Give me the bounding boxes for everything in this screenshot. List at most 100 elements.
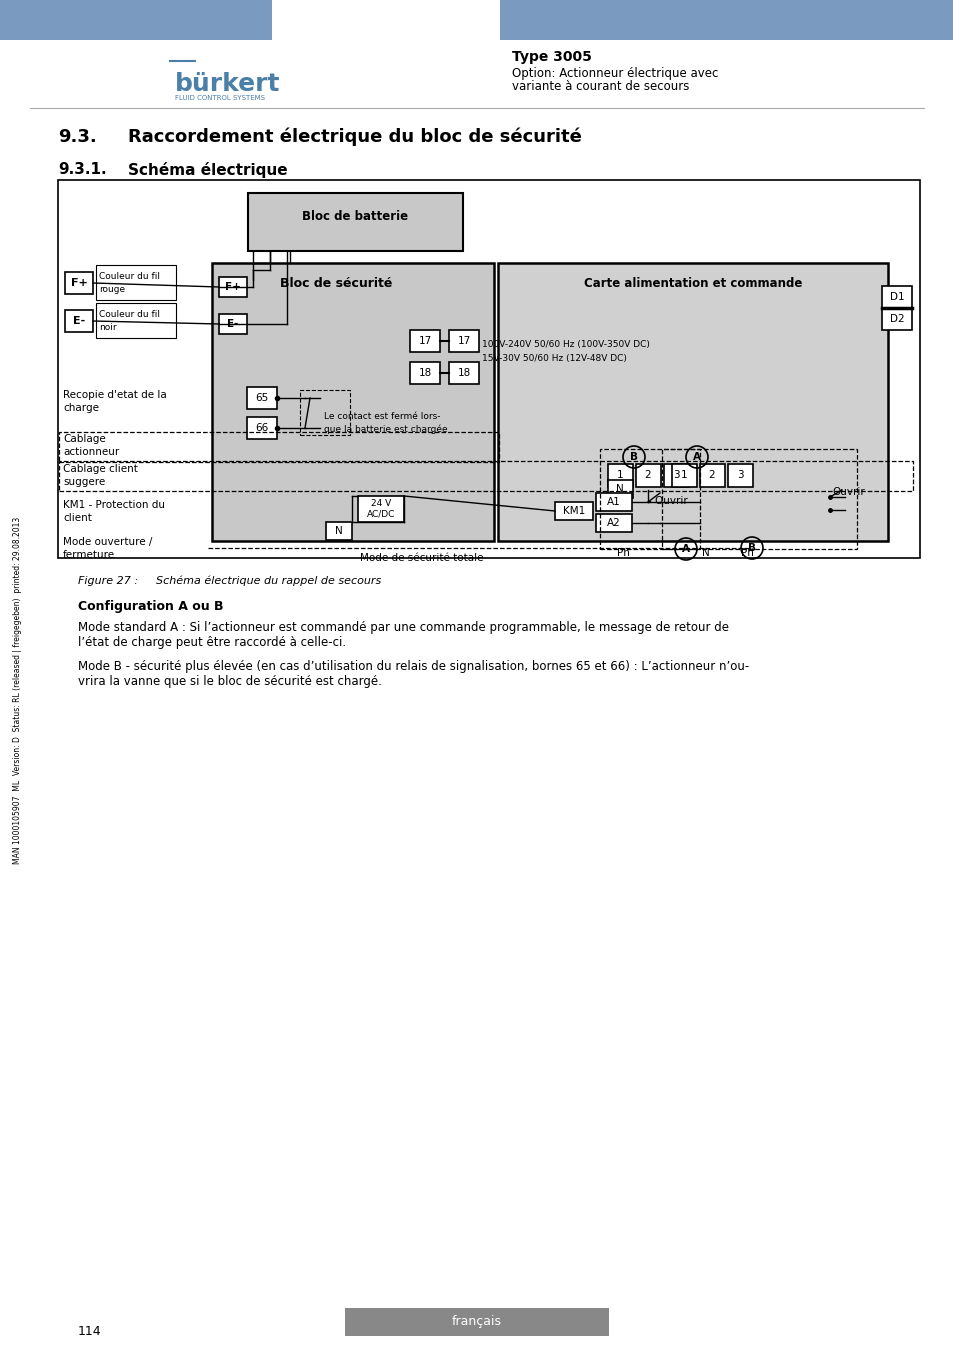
Bar <box>661 450 856 549</box>
Bar <box>497 263 887 541</box>
Text: D1: D1 <box>889 292 903 302</box>
Text: Raccordement électrique du bloc de sécurité: Raccordement électrique du bloc de sécur… <box>128 128 581 147</box>
Text: 18: 18 <box>456 369 470 378</box>
Bar <box>58 180 919 558</box>
Text: 9.3.: 9.3. <box>58 128 96 146</box>
Text: Bloc de batterie: Bloc de batterie <box>301 211 408 224</box>
Bar <box>599 450 700 549</box>
Bar <box>449 362 478 383</box>
Bar <box>882 286 911 308</box>
Text: 24 V: 24 V <box>371 500 391 509</box>
Text: Mode standard A : Si l’actionneur est commandé par une commande programmable, le: Mode standard A : Si l’actionneur est co… <box>78 621 728 649</box>
Text: Mode B - sécurité plus élevée (en cas d’utilisation du relais de signalisation, : Mode B - sécurité plus élevée (en cas d’… <box>78 660 748 688</box>
Text: Le contact est fermé lors-: Le contact est fermé lors- <box>324 412 440 421</box>
Bar <box>596 493 631 512</box>
Text: N: N <box>616 485 623 494</box>
Bar <box>248 193 462 251</box>
Bar <box>727 464 752 487</box>
Text: Figure 27 :: Figure 27 : <box>78 576 138 586</box>
Text: Couleur du fil: Couleur du fil <box>99 271 160 281</box>
Bar <box>65 310 92 332</box>
Bar <box>219 277 247 297</box>
Text: KM1: KM1 <box>562 506 584 516</box>
Text: Recopie d'etat de la: Recopie d'etat de la <box>63 390 167 400</box>
Text: Couleur du fil: Couleur du fil <box>99 310 160 319</box>
Text: Mode ouverture /: Mode ouverture / <box>63 537 152 547</box>
Text: FLUID CONTROL SYSTEMS: FLUID CONTROL SYSTEMS <box>174 95 265 101</box>
Text: français: français <box>452 1315 501 1328</box>
Bar <box>96 265 175 300</box>
Bar <box>326 522 352 540</box>
Bar <box>59 432 498 462</box>
Text: Configuration A ou B: Configuration A ou B <box>78 599 223 613</box>
Bar <box>499 0 953 40</box>
Bar <box>700 464 724 487</box>
Text: 17: 17 <box>456 336 470 346</box>
Bar <box>219 315 247 333</box>
Bar <box>882 308 911 329</box>
Text: - Ouvrir: - Ouvrir <box>647 495 687 506</box>
Bar <box>607 481 633 498</box>
Bar <box>671 464 697 487</box>
Text: Schéma électrique: Schéma électrique <box>128 162 287 178</box>
Bar <box>410 329 439 352</box>
Text: Ph: Ph <box>616 548 629 558</box>
Text: suggere: suggere <box>63 477 105 487</box>
Text: rouge: rouge <box>99 285 125 294</box>
Text: D2: D2 <box>889 315 903 324</box>
Text: fermeture: fermeture <box>63 549 115 560</box>
Text: A1: A1 <box>606 497 620 508</box>
Text: A2: A2 <box>606 518 620 528</box>
Text: noir: noir <box>99 323 116 332</box>
Text: 9.3.1.: 9.3.1. <box>58 162 107 177</box>
Bar <box>596 514 631 532</box>
Text: Ouvrir: Ouvrir <box>831 487 863 497</box>
Text: 114: 114 <box>78 1324 102 1338</box>
Bar <box>247 417 276 439</box>
Text: actionneur: actionneur <box>63 447 119 458</box>
Bar <box>247 387 276 409</box>
Text: N: N <box>701 548 709 558</box>
Bar <box>59 460 912 491</box>
Text: B: B <box>629 452 638 462</box>
Text: client: client <box>63 513 91 522</box>
Bar <box>636 464 660 487</box>
Text: 2: 2 <box>644 470 651 481</box>
Text: 65: 65 <box>255 393 269 404</box>
Text: N: N <box>335 526 342 536</box>
Text: Cablage client: Cablage client <box>63 464 138 474</box>
Text: F+: F+ <box>71 278 88 288</box>
Bar <box>663 464 688 487</box>
Text: 18: 18 <box>418 369 431 378</box>
Bar <box>212 263 494 541</box>
Text: bürkert: bürkert <box>174 72 280 96</box>
Bar <box>65 271 92 294</box>
Text: Type 3005: Type 3005 <box>512 50 591 63</box>
Text: 17: 17 <box>418 336 431 346</box>
Text: AC/DC: AC/DC <box>366 509 395 518</box>
Text: charge: charge <box>63 404 99 413</box>
Text: Mode de sécurité totale: Mode de sécurité totale <box>359 554 483 563</box>
Text: MAN 1000105907  ML  Version: D  Status: RL (released | freigegeben)  printed: 29: MAN 1000105907 ML Version: D Status: RL … <box>13 517 23 864</box>
Bar <box>607 464 633 487</box>
Text: 2: 2 <box>708 470 715 481</box>
Bar <box>410 362 439 383</box>
Text: F+: F+ <box>225 282 241 292</box>
Text: B: B <box>747 543 755 554</box>
Text: E-: E- <box>72 316 85 325</box>
Text: Bloc de sécurité: Bloc de sécurité <box>280 277 392 290</box>
Bar <box>357 495 403 522</box>
Text: 1: 1 <box>616 470 622 481</box>
Text: A: A <box>692 452 700 462</box>
Text: Cablage: Cablage <box>63 433 106 444</box>
Bar <box>449 329 478 352</box>
Text: variante à courant de secours: variante à courant de secours <box>512 80 689 93</box>
Bar <box>345 1308 608 1336</box>
Text: 100V-240V 50/60 Hz (100V-350V DC): 100V-240V 50/60 Hz (100V-350V DC) <box>481 340 649 350</box>
Bar <box>555 502 593 520</box>
Text: Schéma électrique du rappel de secours: Schéma électrique du rappel de secours <box>156 576 381 586</box>
Text: que la batterie est chargée: que la batterie est chargée <box>324 425 447 435</box>
Text: Option: Actionneur électrique avec: Option: Actionneur électrique avec <box>512 68 718 80</box>
Text: Ph: Ph <box>740 548 753 558</box>
Bar <box>0 0 272 40</box>
